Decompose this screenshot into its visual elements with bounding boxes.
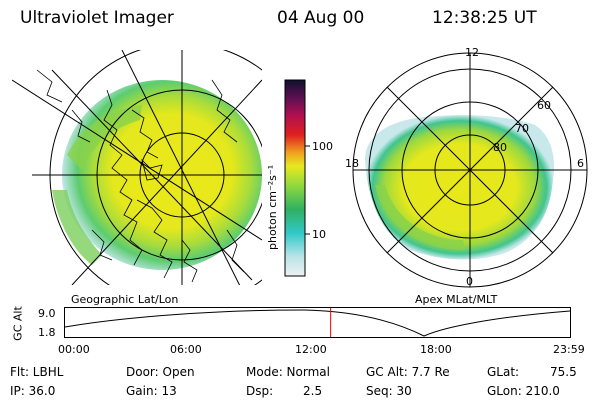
altitude-plot	[64, 307, 571, 338]
app-title: Ultraviolet Imager	[20, 8, 174, 28]
altitude-xtick-2: 12:00	[295, 343, 327, 356]
mode-info: Mode: Normal	[246, 365, 330, 379]
dsp-value: 2.5	[303, 384, 323, 398]
geographic-caption: Geographic Lat/Lon	[71, 293, 179, 306]
colorbar-tick-10: 10	[312, 228, 326, 241]
aurora-oval-magnetic	[365, 115, 555, 260]
colorbar-tick-100: 100	[312, 140, 333, 153]
filter-info: Flt: LBHL	[10, 365, 64, 379]
glon-info: GLon: 210.0	[487, 384, 560, 398]
altitude-xtick-0: 00:00	[58, 343, 90, 356]
altitude-xtick-1: 06:00	[170, 343, 202, 356]
mlt-label-18: 18	[345, 157, 359, 170]
seq-info: Seq: 30	[366, 384, 412, 398]
mlt-label-12: 12	[465, 46, 479, 59]
magnetic-caption: Apex MLat/MLT	[415, 293, 498, 306]
mlat-label-80: 80	[493, 141, 507, 154]
glat-value: 75.5	[550, 365, 577, 379]
altitude-plot-frame	[64, 307, 571, 338]
mlat-label-70: 70	[515, 122, 529, 135]
altitude-curve	[64, 309, 571, 337]
mlt-label-6: 6	[577, 157, 584, 170]
door-info: Door: Open	[126, 365, 195, 379]
colorbar-scale	[284, 79, 306, 277]
date-label: 04 Aug 00	[277, 8, 365, 28]
altitude-ytick-low: 1.8	[38, 326, 56, 339]
coastlines	[36, 69, 245, 283]
mlt-label-0: 0	[466, 275, 473, 288]
glat-label: GLat:	[487, 365, 520, 379]
altitude-xtick-4: 23:59	[553, 343, 585, 356]
ip-info: IP: 36.0	[10, 384, 56, 398]
altitude-xtick-3: 18:00	[420, 343, 452, 356]
magnetic-polar-plot: 12 18 6 0 60 70 80	[345, 46, 588, 288]
altitude-ylabel: GC Alt	[11, 306, 25, 341]
colorbar-unit-label: photon cm⁻²s⁻¹	[266, 165, 279, 250]
mlat-label-60: 60	[537, 99, 551, 112]
time-label: 12:38:25 UT	[432, 8, 537, 28]
dsp-label: Dsp:	[246, 384, 274, 398]
gc-alt-info: GC Alt: 7.7 Re	[366, 365, 450, 379]
colorbar: 100 10 photon cm⁻²s⁻¹	[266, 79, 333, 277]
geographic-map	[12, 50, 262, 285]
gain-info: Gain: 13	[126, 384, 177, 398]
altitude-ytick-high: 9.0	[38, 307, 56, 320]
